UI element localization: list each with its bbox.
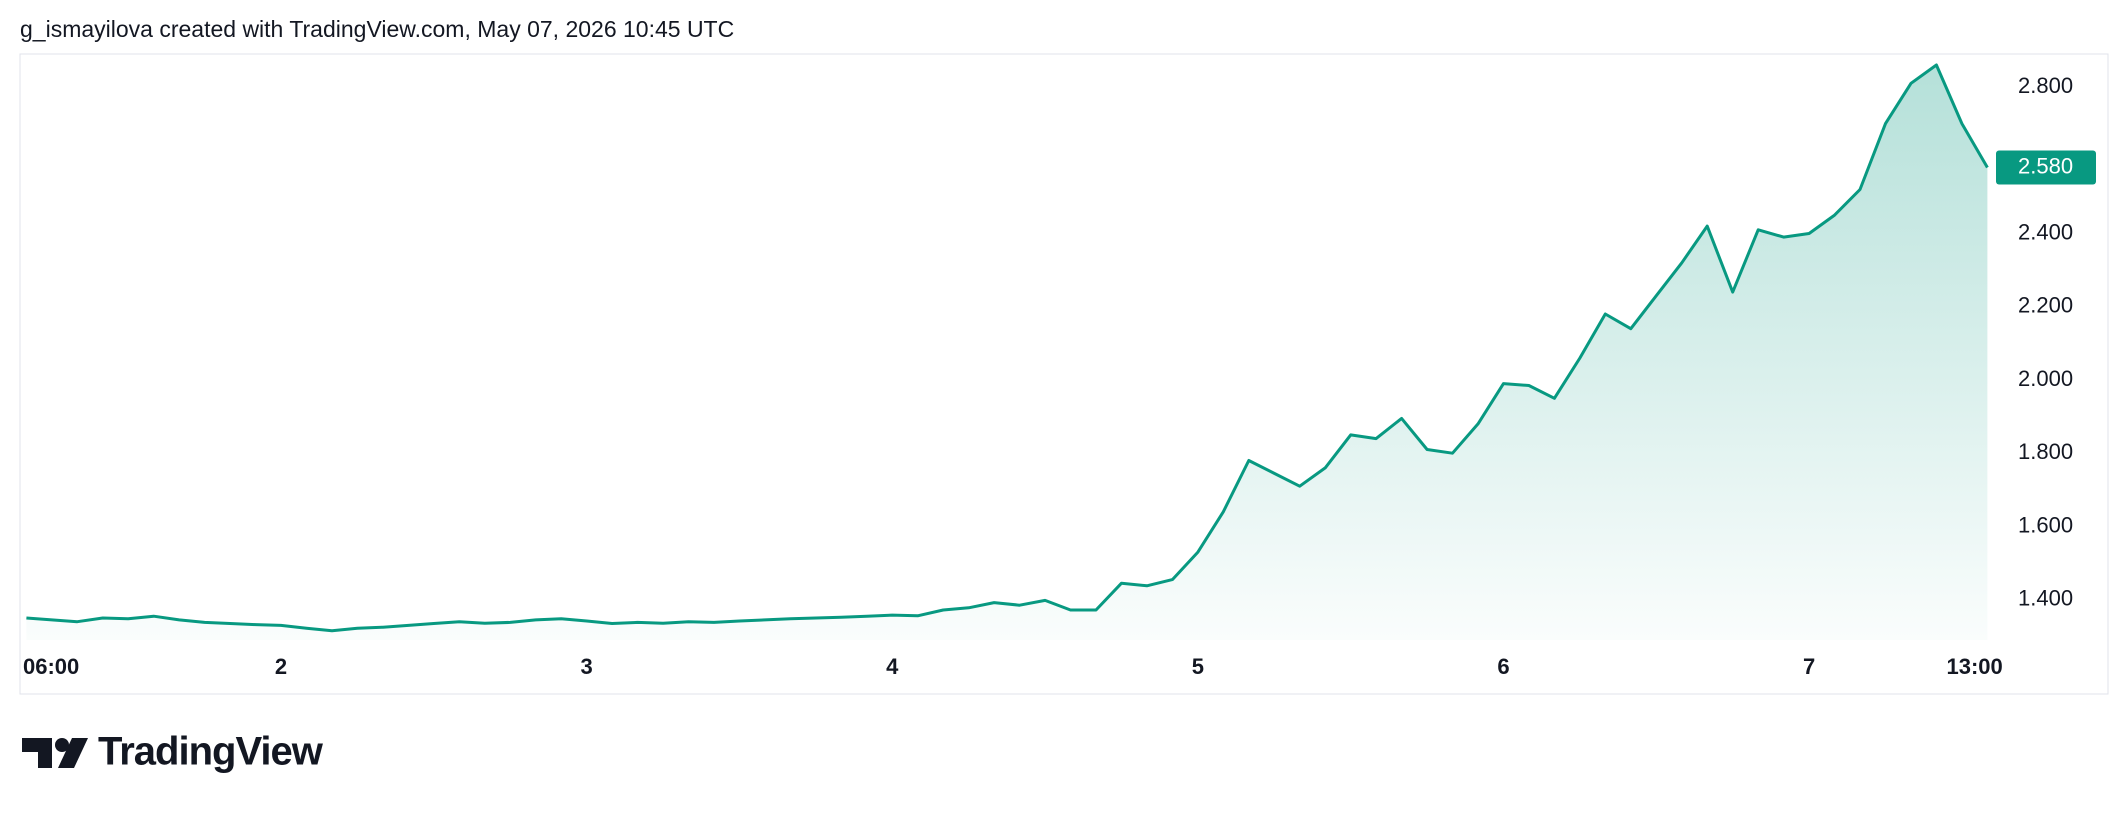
header: g_ismayilova created with TradingView.co… [20,16,734,42]
x-tick-label: 06:00 [23,654,79,679]
x-tick-label: 6 [1497,654,1509,679]
brand: TradingView [98,730,324,774]
y-tick-label: 2.400 [2018,219,2073,244]
last-value-label: 2.580 [2018,153,2073,178]
y-tick-label: 2.200 [2018,293,2073,318]
x-tick-label: 4 [886,654,899,679]
logo [22,738,88,768]
x-tick-label: 2 [275,654,287,679]
x-tick-label: 7 [1803,654,1815,679]
y-tick-label: 2.800 [2018,73,2073,98]
y-tick-label: 2.000 [2018,366,2073,391]
line [26,63,1989,633]
x-tick-label: 5 [1192,654,1204,679]
last-value-badge [1996,150,2096,185]
chart-frame [19,53,2109,695]
x-tick-label: 13:00 [1946,654,2002,679]
y-tick-label: 1.400 [2018,586,2073,611]
x-tick-label: 3 [581,654,593,679]
area-fill [26,65,1988,640]
y-tick-label: 1.800 [2018,439,2073,464]
y-tick-label: 1.600 [2018,512,2073,537]
